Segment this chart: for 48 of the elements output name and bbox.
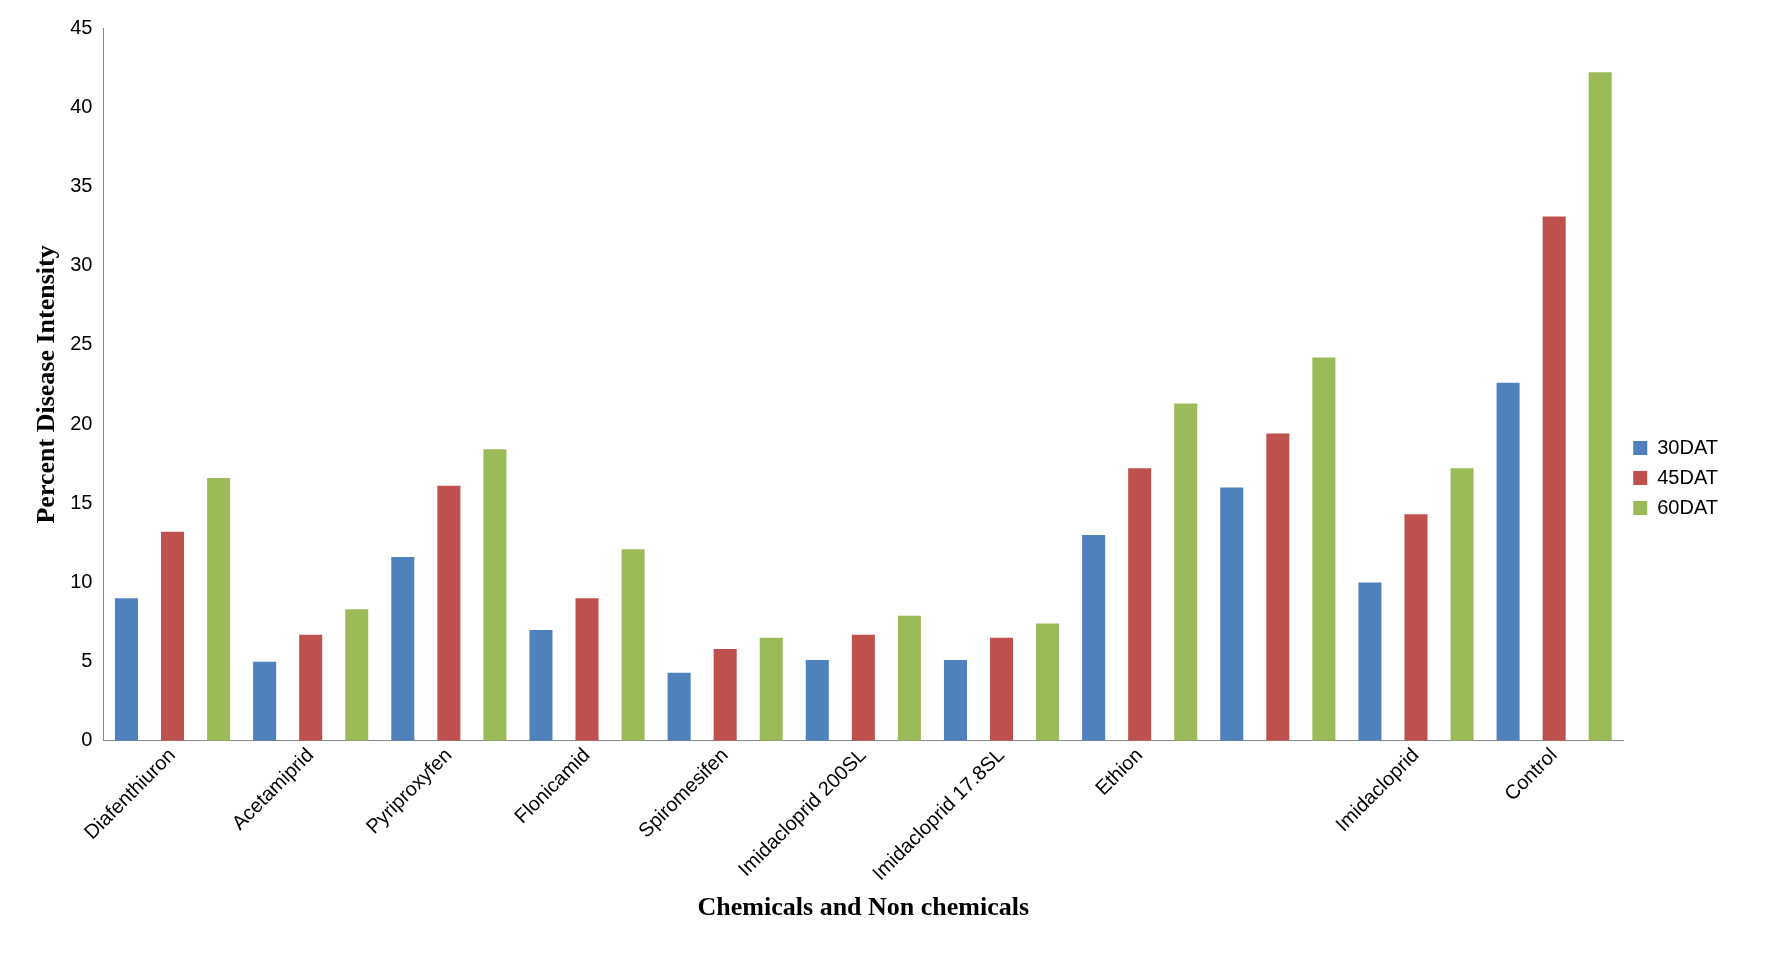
bar [897, 615, 921, 741]
bar [943, 660, 967, 741]
bar [391, 557, 415, 741]
bar [575, 598, 599, 741]
bar [1082, 534, 1106, 741]
bar [299, 634, 323, 741]
bar [1174, 403, 1198, 741]
y-axis-title: Percent Disease Intensity [31, 245, 61, 524]
bar [1404, 514, 1428, 741]
bar [345, 609, 369, 741]
bar [621, 549, 645, 741]
y-tick-label: 25 [70, 332, 93, 355]
bar [437, 485, 461, 741]
bar [851, 634, 875, 741]
bar [1036, 623, 1060, 741]
bar [1542, 216, 1566, 741]
y-tick-label: 30 [70, 253, 93, 276]
y-tick-label: 45 [70, 15, 93, 38]
bar [1312, 357, 1336, 741]
x-axis-title: Chemicals and Non chemicals [697, 892, 1030, 922]
y-tick-label: 40 [70, 94, 93, 117]
bar [161, 531, 185, 741]
bar [207, 477, 231, 741]
y-tick-label: 5 [81, 649, 93, 672]
bar [1220, 487, 1244, 741]
bar [1450, 468, 1474, 741]
y-tick-label: 35 [70, 173, 93, 196]
bar [1266, 433, 1290, 741]
bar [1358, 582, 1382, 741]
bar [114, 598, 138, 741]
bar [253, 661, 277, 741]
bar [989, 637, 1014, 741]
bar [759, 637, 783, 741]
y-tick-label: 10 [70, 569, 93, 592]
legend-label: 45DAT [1657, 465, 1718, 488]
y-tick-label: 15 [70, 490, 93, 513]
bar [1128, 468, 1152, 741]
y-tick-label: 0 [81, 728, 93, 751]
bar [1496, 382, 1520, 741]
bar [805, 660, 829, 741]
bar [529, 629, 553, 741]
y-tick-label: 20 [70, 411, 93, 434]
bar [667, 672, 691, 741]
bar [713, 648, 737, 741]
legend-label: 30DAT [1657, 435, 1718, 458]
bar [483, 449, 507, 741]
legend-label: 60DAT [1657, 495, 1718, 518]
bar [1588, 72, 1612, 741]
